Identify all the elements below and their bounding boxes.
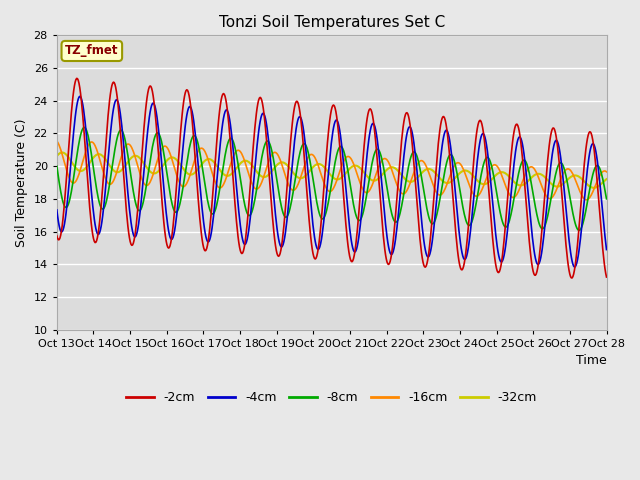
Legend: -2cm, -4cm, -8cm, -16cm, -32cm: -2cm, -4cm, -8cm, -16cm, -32cm (121, 386, 542, 409)
Title: Tonzi Soil Temperatures Set C: Tonzi Soil Temperatures Set C (218, 15, 445, 30)
Text: TZ_fmet: TZ_fmet (65, 45, 118, 58)
X-axis label: Time: Time (576, 354, 607, 367)
Y-axis label: Soil Temperature (C): Soil Temperature (C) (15, 118, 28, 247)
